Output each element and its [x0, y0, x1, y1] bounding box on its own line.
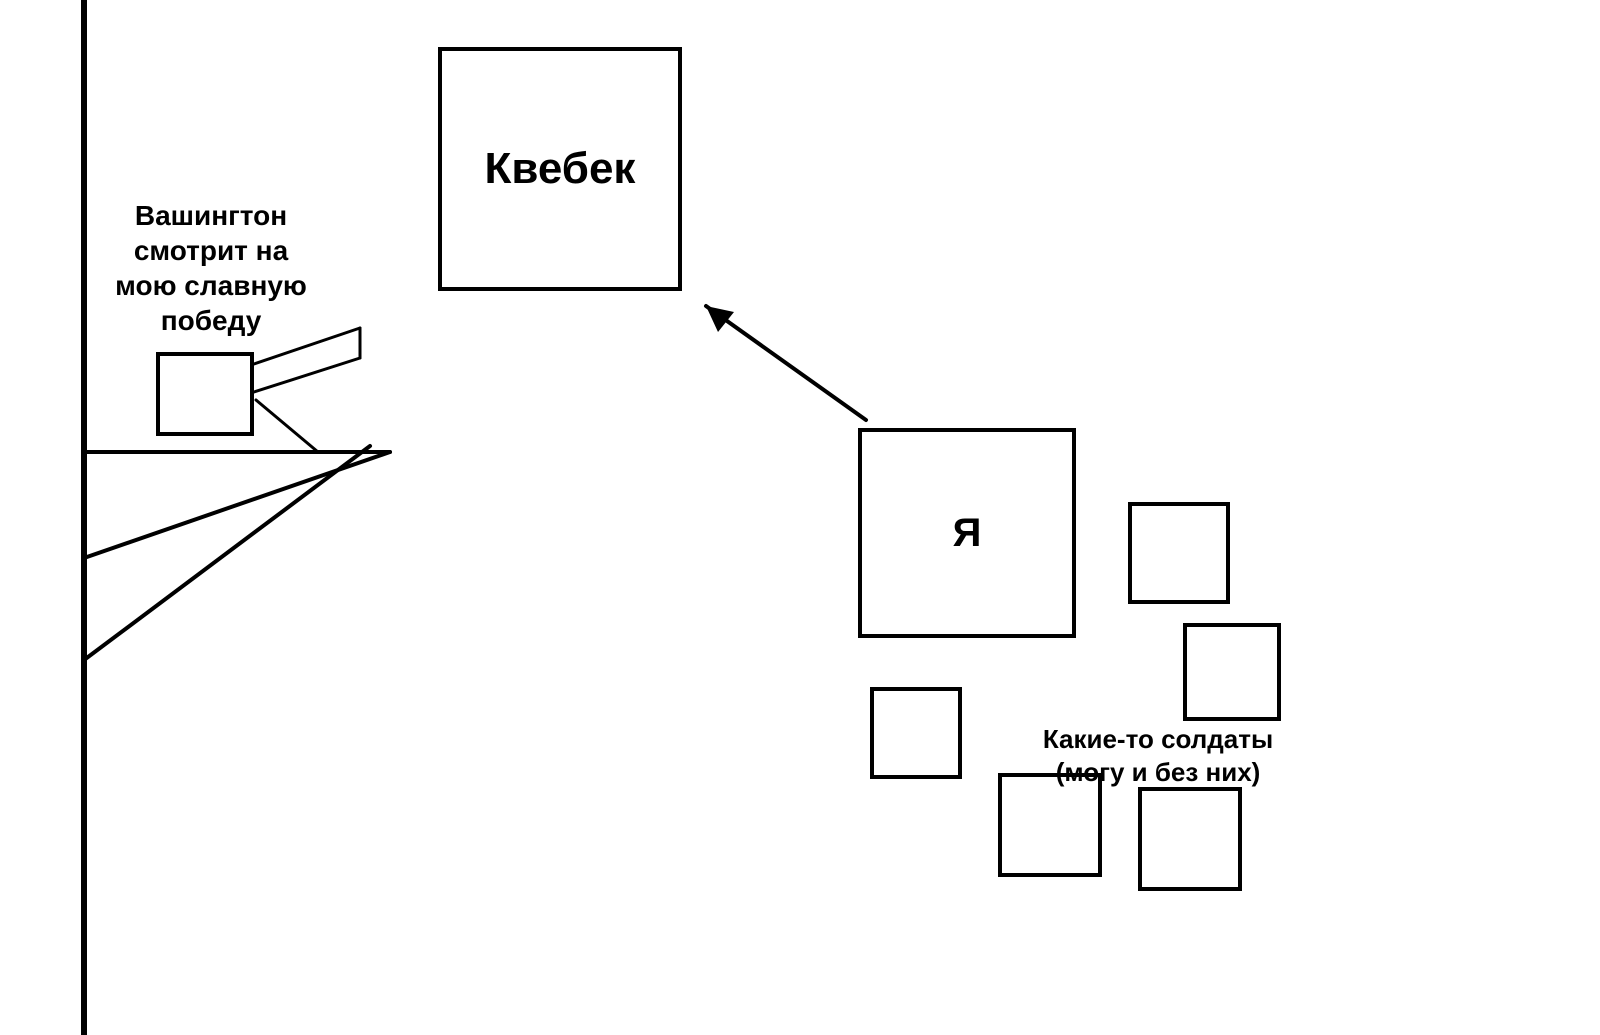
diagram-stage: Вашингтонсмотрит намою славнуюпобеду Кве…	[0, 0, 1600, 1035]
me-label: Я	[953, 511, 982, 556]
soldier-box	[998, 773, 1102, 877]
washington-caption: Вашингтонсмотрит намою славнуюпобеду	[96, 198, 326, 338]
soldier-box	[1128, 502, 1230, 604]
quebec-box: Квебек	[438, 47, 682, 291]
washington-head-box	[156, 352, 254, 436]
soldier-box	[1183, 623, 1281, 721]
quebec-label: Квебек	[485, 144, 636, 194]
line-layer	[0, 0, 1600, 1035]
soldiers-caption: Какие-то солдаты(могу и без них)	[998, 723, 1318, 788]
soldier-box	[1138, 787, 1242, 891]
soldier-box	[870, 687, 962, 779]
me-box: Я	[858, 428, 1076, 638]
